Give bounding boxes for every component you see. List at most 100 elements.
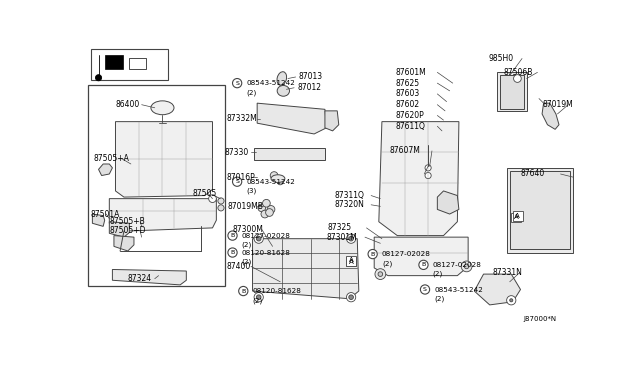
- Bar: [129, 58, 147, 68]
- Circle shape: [95, 75, 102, 81]
- Circle shape: [425, 173, 431, 179]
- Circle shape: [232, 177, 242, 186]
- Bar: [497, 73, 527, 111]
- Text: 87300M: 87300M: [232, 225, 264, 234]
- Text: 87325: 87325: [328, 224, 352, 232]
- Text: 985H0: 985H0: [488, 54, 513, 63]
- Text: 08127-02028: 08127-02028: [242, 232, 291, 238]
- Text: 86400: 86400: [115, 100, 140, 109]
- Text: A: A: [349, 257, 353, 263]
- Circle shape: [464, 264, 469, 269]
- Polygon shape: [99, 164, 113, 176]
- Text: S: S: [236, 81, 239, 86]
- Bar: [513, 211, 523, 221]
- Text: 87620P: 87620P: [396, 111, 424, 120]
- Bar: [254, 148, 325, 160]
- Text: 87603: 87603: [396, 89, 420, 99]
- Text: (2): (2): [242, 259, 252, 265]
- Bar: [91, 49, 168, 80]
- Text: A: A: [513, 214, 518, 220]
- Circle shape: [257, 236, 261, 241]
- Text: 87607M: 87607M: [390, 147, 420, 155]
- Circle shape: [232, 78, 242, 88]
- Text: 08543-51242: 08543-51242: [246, 80, 295, 86]
- Text: 87505: 87505: [193, 189, 217, 198]
- Circle shape: [513, 75, 521, 82]
- Polygon shape: [474, 274, 520, 305]
- Text: 87013: 87013: [299, 73, 323, 81]
- Text: (2): (2): [435, 295, 445, 302]
- Text: B: B: [421, 262, 426, 267]
- Text: 87324: 87324: [128, 274, 152, 283]
- Polygon shape: [437, 191, 459, 214]
- Text: (2): (2): [253, 297, 263, 304]
- Circle shape: [419, 260, 428, 269]
- Text: 08543-51242: 08543-51242: [435, 286, 483, 292]
- Text: 08127-02028: 08127-02028: [382, 251, 431, 257]
- Circle shape: [267, 206, 275, 213]
- Ellipse shape: [151, 101, 174, 115]
- Bar: [88, 85, 225, 286]
- Text: B: B: [371, 251, 375, 257]
- Text: 87611Q: 87611Q: [396, 122, 426, 131]
- Text: A: A: [515, 212, 520, 219]
- Circle shape: [254, 293, 263, 302]
- Polygon shape: [325, 111, 339, 131]
- Polygon shape: [253, 239, 359, 299]
- Text: 87016P: 87016P: [227, 173, 255, 182]
- Text: (2): (2): [382, 260, 392, 267]
- Text: 87320N: 87320N: [334, 200, 364, 209]
- Circle shape: [509, 299, 513, 302]
- Bar: [346, 256, 356, 266]
- Text: 87019MB: 87019MB: [228, 202, 264, 211]
- Text: (2): (2): [242, 241, 252, 248]
- Text: (2): (2): [246, 89, 257, 96]
- Circle shape: [346, 234, 356, 243]
- Bar: [507, 168, 573, 253]
- Circle shape: [239, 286, 248, 296]
- Circle shape: [228, 231, 237, 240]
- Circle shape: [258, 204, 266, 212]
- Text: 08543-51242: 08543-51242: [246, 179, 295, 185]
- Text: 87506B: 87506B: [504, 68, 533, 77]
- Circle shape: [228, 248, 237, 257]
- Text: 87330: 87330: [224, 148, 248, 157]
- Text: B: B: [230, 233, 235, 238]
- Text: 87019M: 87019M: [542, 100, 573, 109]
- Circle shape: [375, 269, 386, 279]
- Circle shape: [277, 179, 284, 185]
- Bar: [511, 212, 520, 222]
- Circle shape: [218, 205, 224, 211]
- Text: (2): (2): [433, 271, 443, 278]
- Text: A: A: [349, 259, 353, 265]
- Polygon shape: [109, 199, 216, 231]
- Circle shape: [257, 295, 261, 299]
- Text: 87400: 87400: [227, 262, 251, 271]
- Polygon shape: [109, 222, 129, 237]
- Text: B: B: [241, 289, 245, 294]
- Bar: [346, 257, 356, 266]
- Text: S: S: [236, 179, 239, 184]
- Text: 87601M: 87601M: [396, 68, 426, 77]
- Circle shape: [266, 209, 273, 217]
- Circle shape: [420, 285, 429, 294]
- Circle shape: [349, 295, 353, 299]
- Text: 87505+A: 87505+A: [94, 154, 130, 163]
- Ellipse shape: [277, 72, 287, 85]
- Polygon shape: [115, 122, 212, 197]
- Circle shape: [507, 296, 516, 305]
- Text: 08120-81628: 08120-81628: [253, 288, 301, 294]
- Text: J87000*N: J87000*N: [524, 316, 557, 322]
- Bar: [509, 171, 570, 250]
- Circle shape: [262, 199, 270, 207]
- Text: 87602: 87602: [396, 100, 420, 109]
- Circle shape: [261, 210, 269, 218]
- Polygon shape: [114, 235, 134, 251]
- Ellipse shape: [277, 86, 289, 96]
- Ellipse shape: [271, 175, 285, 183]
- Bar: [500, 75, 524, 109]
- Text: 87625: 87625: [396, 78, 420, 88]
- Circle shape: [425, 165, 431, 171]
- Circle shape: [254, 234, 263, 243]
- Circle shape: [378, 272, 383, 276]
